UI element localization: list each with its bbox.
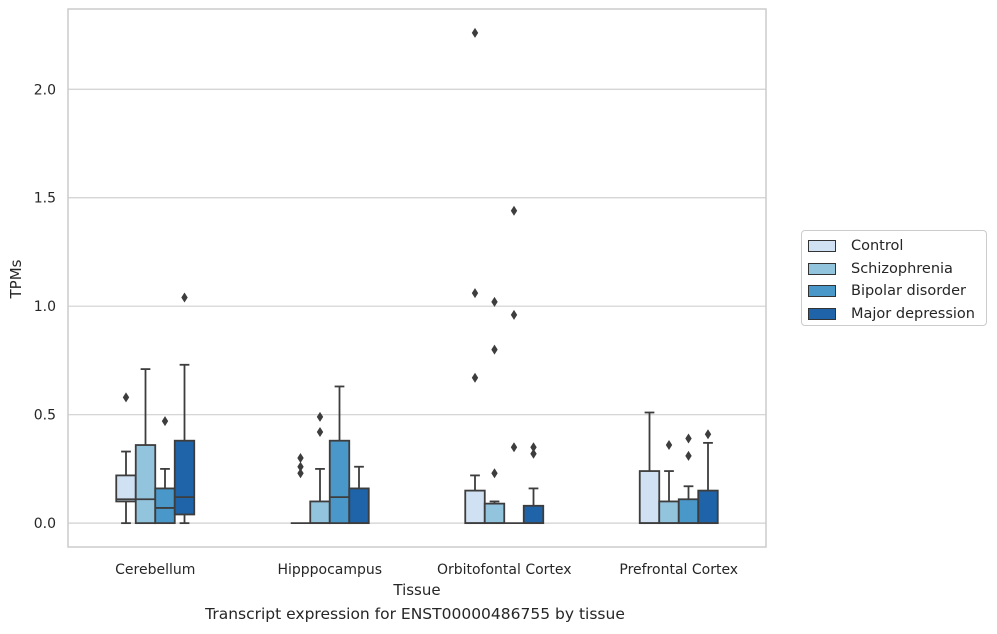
box-body bbox=[173, 439, 196, 516]
outlier-point bbox=[510, 205, 518, 216]
outlier-point bbox=[181, 292, 188, 303]
legend-item: Major depression bbox=[808, 303, 986, 326]
legend-label: Major depression bbox=[851, 305, 975, 322]
legend-item: Bipolar disorder bbox=[808, 280, 986, 303]
box-body bbox=[483, 502, 506, 525]
legend-swatch bbox=[808, 262, 836, 275]
x-tick-labels: Cerebellum Hipppocampus Orbitofontal Corte… bbox=[115, 562, 738, 578]
outlier-point bbox=[316, 427, 324, 438]
outlier-point bbox=[297, 468, 304, 479]
box-body bbox=[328, 439, 351, 525]
outlier-point bbox=[510, 309, 518, 320]
outlier-point bbox=[297, 453, 304, 464]
box bbox=[115, 392, 137, 525]
box bbox=[464, 27, 486, 525]
outlier-point bbox=[491, 344, 498, 355]
x-tick-label: Hipppocampus bbox=[277, 562, 382, 578]
x-axis-label: Tissue bbox=[392, 581, 440, 599]
legend-swatch bbox=[808, 285, 836, 298]
box bbox=[638, 411, 661, 525]
y-tick-label: 0.5 bbox=[34, 408, 56, 424]
y-tick-labels: 0.0 0.5 1.0 1.5 2.0 bbox=[34, 82, 56, 532]
outlier-point bbox=[704, 429, 712, 440]
box bbox=[658, 440, 680, 525]
box-body bbox=[677, 498, 700, 525]
box-body bbox=[464, 489, 486, 525]
box-body bbox=[697, 489, 719, 525]
box-body bbox=[638, 470, 661, 525]
outlier-point bbox=[122, 392, 130, 403]
legend: Control Schizophrenia Bipolar disorder Majo… bbox=[801, 230, 987, 326]
y-tick-label: 2.0 bbox=[34, 82, 56, 98]
box bbox=[173, 292, 196, 525]
plot-frame bbox=[67, 8, 767, 548]
outlier-point bbox=[471, 288, 479, 299]
outlier-point bbox=[530, 442, 537, 453]
legend-label: Bipolar disorder bbox=[851, 283, 966, 300]
legend-label: Schizophrenia bbox=[851, 260, 953, 277]
outlier-point bbox=[316, 411, 324, 422]
legend-swatch bbox=[808, 240, 836, 253]
box bbox=[697, 429, 719, 525]
outlier-point bbox=[530, 448, 537, 459]
box bbox=[134, 368, 157, 525]
box bbox=[328, 385, 351, 525]
box bbox=[483, 296, 506, 525]
box bbox=[290, 453, 311, 525]
box bbox=[504, 205, 524, 525]
outlier-point bbox=[510, 442, 518, 453]
outlier-point bbox=[161, 416, 169, 427]
box-body bbox=[522, 504, 545, 525]
outlier-point bbox=[471, 27, 479, 38]
outlier-point bbox=[471, 372, 479, 383]
outlier-point bbox=[297, 461, 304, 472]
y-axis-label: TPMs bbox=[7, 259, 25, 299]
y-tick-label: 1.0 bbox=[34, 299, 56, 315]
box bbox=[154, 416, 176, 525]
legend-label: Control bbox=[851, 238, 904, 255]
legend-item: Schizophrenia bbox=[808, 258, 986, 281]
chart-caption: Transcript expression for ENST0000048675… bbox=[205, 605, 625, 623]
box-body bbox=[115, 474, 137, 503]
box bbox=[348, 465, 370, 525]
y-tick-label: 0.0 bbox=[34, 516, 56, 532]
outlier-point bbox=[685, 433, 692, 444]
box-body bbox=[348, 487, 370, 525]
legend-swatch bbox=[808, 307, 836, 320]
y-tick-label: 1.5 bbox=[34, 191, 56, 207]
outlier-point bbox=[491, 296, 498, 307]
box bbox=[309, 411, 331, 525]
box bbox=[522, 442, 545, 525]
box-body bbox=[134, 444, 157, 525]
legend-item: Control bbox=[808, 235, 986, 258]
outlier-point bbox=[491, 468, 498, 479]
box-body bbox=[309, 500, 331, 525]
box-body bbox=[154, 487, 176, 525]
box-plots bbox=[115, 27, 719, 525]
outlier-point bbox=[665, 440, 673, 451]
box-body bbox=[658, 500, 680, 525]
x-tick-label: Prefrontal Cortex bbox=[619, 562, 738, 578]
x-tick-label: Orbitofontal Cortex bbox=[437, 562, 572, 578]
grid-lines bbox=[68, 88, 766, 524]
x-tick-label: Cerebellum bbox=[115, 562, 195, 578]
box bbox=[677, 433, 700, 525]
outlier-point bbox=[685, 450, 692, 461]
